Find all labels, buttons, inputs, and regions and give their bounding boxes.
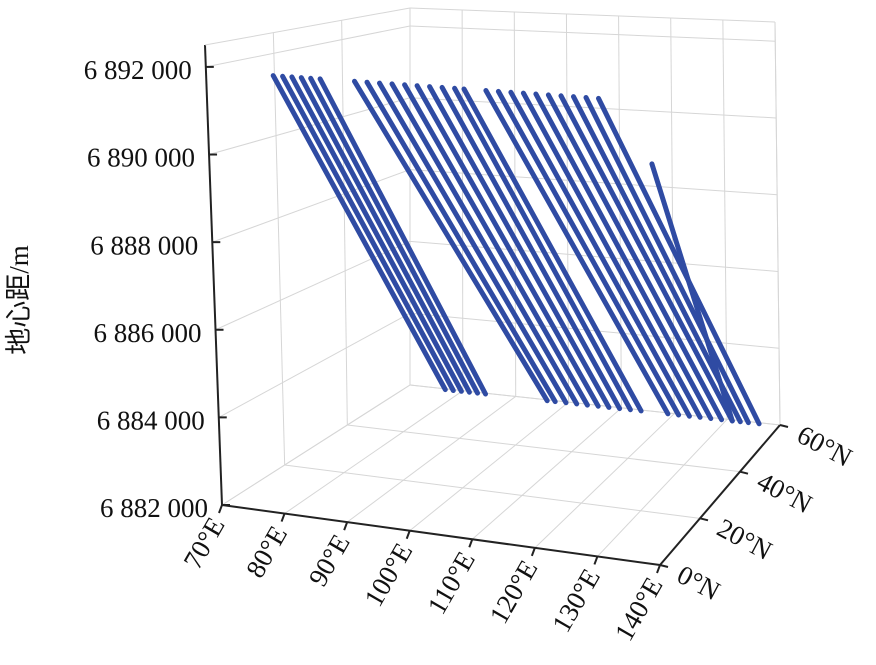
box-edge	[204, 44, 223, 506]
floor-grid-line	[597, 418, 728, 557]
track-line	[545, 92, 725, 423]
track-line	[402, 82, 590, 408]
y-tick-label: 20°N	[712, 513, 777, 566]
floor-grid-line	[534, 413, 675, 549]
y-tick-label: 40°N	[752, 466, 817, 519]
box-edge	[659, 424, 781, 566]
x-tick	[218, 504, 223, 514]
box-edge	[221, 504, 661, 566]
z-tick-label: 6 892 000	[84, 55, 192, 85]
track-line	[270, 73, 448, 393]
track-line	[558, 93, 735, 424]
wall-grid-line	[565, 13, 570, 403]
x-tick-label: 80°E	[240, 521, 293, 583]
x-tick-label: 110°E	[421, 546, 480, 619]
track-line	[571, 94, 743, 425]
floor-grid-line	[284, 390, 464, 514]
z-tick-label: 6 884 000	[97, 406, 205, 436]
floor-grid-line	[346, 396, 517, 523]
z-tick-label: 6 882 000	[100, 493, 208, 523]
wall-grid-line	[409, 240, 779, 272]
tracks	[270, 73, 762, 427]
wall-grid-line	[212, 169, 411, 243]
z-axis-title: 地心距/m	[4, 245, 34, 355]
x-tick	[343, 521, 349, 531]
track-line	[364, 79, 558, 405]
track-line	[583, 95, 751, 426]
floor-grid-line	[409, 401, 569, 532]
track-line	[289, 74, 464, 394]
x-tick	[593, 556, 599, 565]
x-tick	[656, 564, 661, 574]
x-tick-label: 90°E	[303, 529, 356, 591]
wall-grid-line	[218, 312, 411, 418]
z-tick-label: 6 886 000	[94, 318, 202, 348]
x-tick-label: 100°E	[358, 538, 418, 612]
track-line	[308, 75, 480, 396]
y-tick	[699, 517, 709, 522]
track-line	[427, 84, 612, 410]
x-tick	[405, 530, 411, 540]
track-line	[414, 83, 601, 409]
x-tick-label: 140°E	[609, 572, 669, 646]
wall-grid-line	[272, 32, 286, 466]
x-tick	[530, 547, 536, 557]
z-tick-label: 6 890 000	[87, 143, 195, 173]
x-tick	[468, 538, 474, 548]
wall-grid-line	[221, 384, 411, 506]
x-tick-label: 130°E	[546, 564, 606, 638]
y-tick	[739, 470, 749, 475]
box-edges	[204, 7, 789, 574]
y-tick	[779, 424, 789, 428]
floor-grid-line	[347, 424, 741, 473]
wall-grid-line	[205, 25, 411, 68]
y-tick	[659, 564, 669, 568]
box-edge	[774, 21, 781, 426]
track-line	[317, 76, 488, 397]
track-line	[352, 78, 550, 404]
track-line	[596, 95, 762, 427]
track-line	[495, 88, 682, 418]
track-line	[280, 73, 456, 393]
floor-grid-line	[471, 407, 622, 540]
box-edge	[409, 7, 776, 23]
track-line	[389, 81, 580, 407]
track-line	[439, 84, 623, 412]
y-tick-label: 0°N	[672, 559, 725, 606]
track-line	[452, 85, 633, 413]
track-line	[298, 75, 472, 395]
track-line	[461, 86, 644, 414]
wall-grid-line	[461, 9, 464, 391]
x-tick	[280, 513, 286, 522]
track-line	[520, 90, 703, 420]
z-tick-label: 6 888 000	[90, 230, 198, 260]
wall-grid-line	[409, 25, 776, 42]
x-tick-label: 120°E	[484, 555, 544, 629]
track-line	[377, 80, 569, 406]
y-tick-label: 60°N	[792, 419, 857, 472]
wall-grid-line	[341, 20, 348, 426]
track-line	[533, 91, 714, 421]
box-edge	[204, 7, 411, 46]
floor-grid-line	[284, 464, 701, 519]
track-line	[649, 161, 735, 424]
track-line	[483, 88, 671, 417]
track-line	[508, 89, 692, 419]
